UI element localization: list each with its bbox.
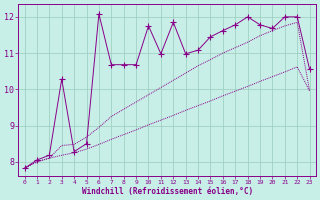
- X-axis label: Windchill (Refroidissement éolien,°C): Windchill (Refroidissement éolien,°C): [82, 187, 253, 196]
